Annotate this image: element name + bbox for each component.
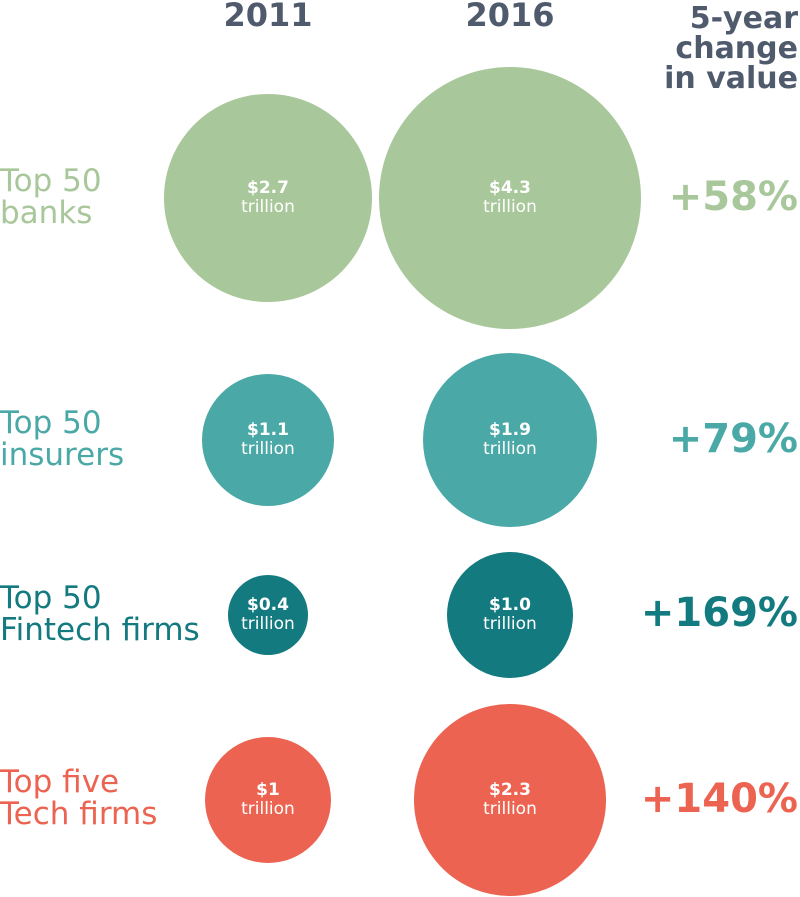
- row-label-line: Top 50: [0, 580, 102, 616]
- change-header-line-3: in value: [664, 61, 798, 96]
- row-label-1: Top 50 insurers: [0, 407, 124, 471]
- row-label-2: Top 50 Fintech firms: [0, 582, 200, 646]
- bubble-unit: trillion: [483, 798, 537, 819]
- bubble-unit: trillion: [241, 196, 295, 217]
- bubble-2011-row-1: $1.1 trillion: [201, 373, 335, 507]
- bubble-2011-row-2: $0.4 trillion: [228, 575, 308, 655]
- row-label-line: Tech firms: [0, 796, 158, 832]
- change-header-line-1: 5-year: [689, 1, 798, 36]
- bubble-unit: trillion: [241, 613, 295, 634]
- bubble-value: $4.3: [489, 178, 531, 198]
- row-label-line: insurers: [0, 437, 125, 473]
- bubble-value: $1.0: [489, 594, 531, 615]
- row-label-0: Top 50 banks: [0, 165, 102, 229]
- change-column-header: 5-year change in value: [618, 4, 798, 94]
- bubble-2016-row-1: $1.9 trillion: [422, 352, 598, 528]
- row-label-line: Top 50: [0, 163, 102, 199]
- column-header-2011: 2011: [223, 0, 313, 34]
- bubble-unit: trillion: [483, 197, 537, 217]
- bubble-2016-row-3: $2.3 trillion: [414, 704, 606, 896]
- bubble-value: $1.9: [489, 419, 531, 440]
- bubble-value: $1: [256, 779, 280, 800]
- bubble-unit: trillion: [241, 438, 295, 459]
- change-value-3: +140%: [640, 776, 798, 822]
- bubble-unit: trillion: [483, 613, 537, 634]
- change-header-line-2: change: [675, 31, 798, 66]
- bubble-value: $1.1: [247, 419, 289, 440]
- change-value-0: +58%: [668, 174, 798, 220]
- row-label-line: banks: [0, 195, 93, 231]
- change-value-1: +79%: [668, 416, 798, 462]
- row-label-line: Top five: [0, 764, 120, 800]
- row-label-line: Fintech firms: [0, 612, 200, 648]
- bubble-unit: trillion: [483, 438, 537, 459]
- bubble-2016-row-0: $4.3 trillion: [379, 67, 641, 329]
- bubble-value: $2.3: [489, 779, 531, 800]
- change-value-2: +169%: [640, 590, 798, 636]
- bubble-2011-row-0: $2.7 trillion: [164, 94, 372, 302]
- row-label-line: Top 50: [0, 405, 102, 441]
- bubble-unit: trillion: [241, 798, 295, 819]
- column-header-2016: 2016: [465, 0, 555, 34]
- bubble-2011-row-3: $1 trillion: [204, 736, 332, 864]
- bubble-value: $0.4: [247, 594, 289, 615]
- bubble-2016-row-2: $1.0 trillion: [446, 551, 574, 679]
- row-label-3: Top five Tech firms: [0, 766, 157, 830]
- bubble-value: $2.7: [247, 177, 289, 198]
